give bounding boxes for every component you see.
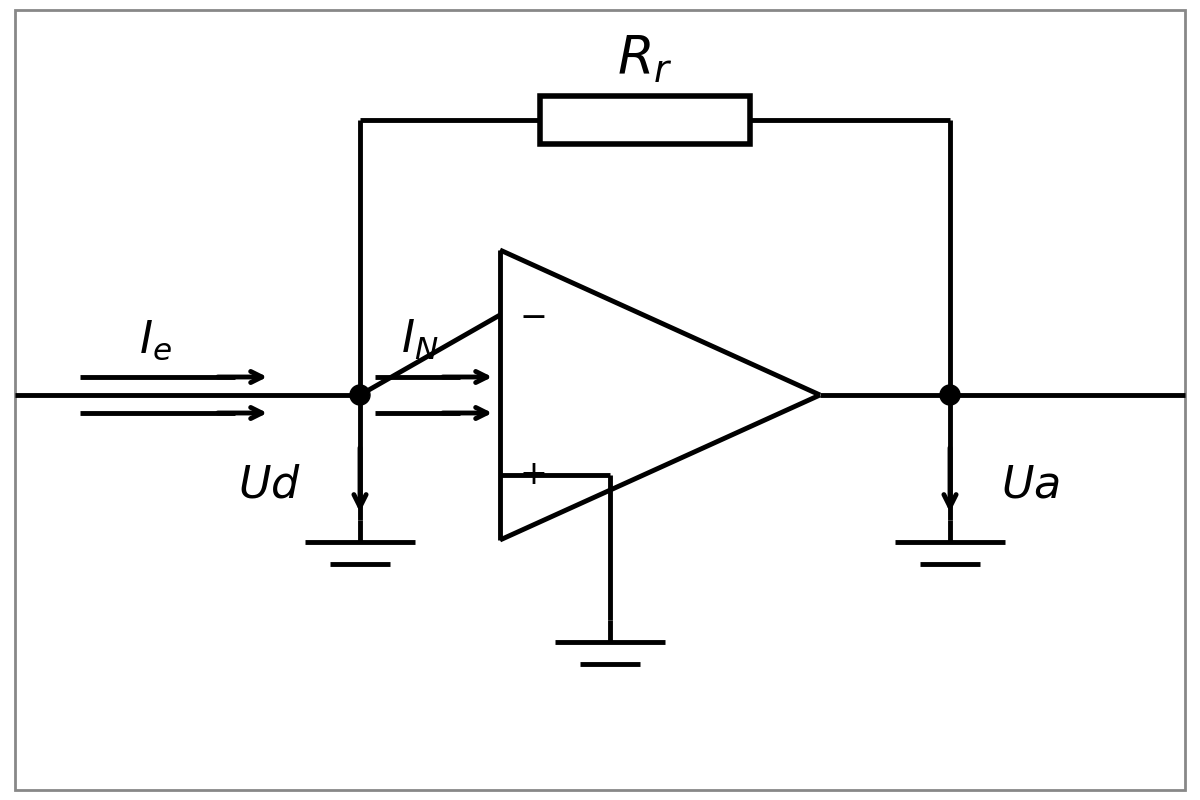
Text: $I_e$: $I_e$ bbox=[138, 318, 172, 362]
Bar bbox=[540, 96, 750, 144]
Text: $-$: $-$ bbox=[518, 298, 545, 331]
Text: $R_r$: $R_r$ bbox=[617, 34, 673, 86]
Text: $Ua$: $Ua$ bbox=[1001, 463, 1060, 506]
Circle shape bbox=[350, 385, 370, 405]
Circle shape bbox=[940, 385, 960, 405]
Text: $+$: $+$ bbox=[518, 458, 545, 491]
Text: $Ud$: $Ud$ bbox=[239, 463, 301, 506]
Text: $I_N$: $I_N$ bbox=[401, 318, 439, 362]
